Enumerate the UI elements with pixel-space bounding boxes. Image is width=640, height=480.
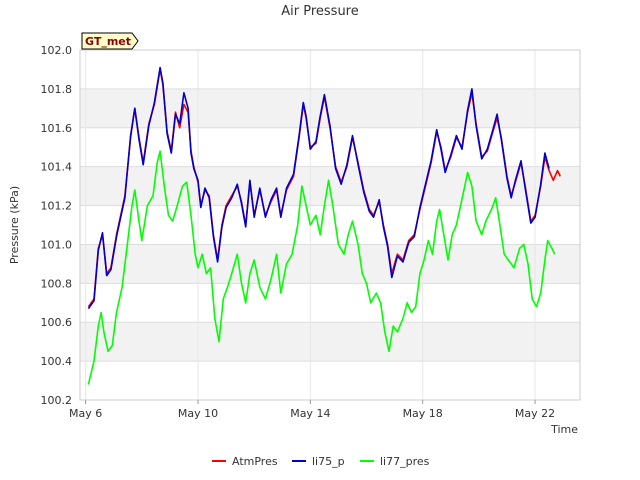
x-tick-label: May 18 xyxy=(403,407,443,420)
background-band xyxy=(80,361,580,400)
x-axis-ticks: May 6 May 10 May 14 May 18 May 22 xyxy=(69,400,555,420)
background-band xyxy=(80,244,580,284)
legend: AtmPres li75_p li77_pres xyxy=(212,455,430,468)
y-tick-label: 101.8 xyxy=(41,83,73,96)
y-tick-label: 102.0 xyxy=(41,44,73,57)
chart-title: Air Pressure xyxy=(281,4,359,19)
y-tick-label: 101.6 xyxy=(41,122,73,135)
x-tick-label: May 14 xyxy=(290,407,330,420)
badge-shape xyxy=(81,32,139,50)
series-line-li77-pres xyxy=(87,150,556,385)
x-axis-title: Time xyxy=(550,423,578,436)
x-tick-label: May 6 xyxy=(69,407,102,420)
background-band xyxy=(80,205,580,245)
series-layer xyxy=(87,66,562,385)
background-band xyxy=(80,50,580,89)
y-tick-label: 100.8 xyxy=(41,277,73,290)
series-line-li75-p xyxy=(87,66,550,310)
badge-label: GT_met xyxy=(85,35,131,48)
x-tick-label: May 10 xyxy=(178,407,218,420)
y-tick-label: 101.2 xyxy=(41,200,73,213)
plot-frame xyxy=(79,49,581,401)
legend-label: AtmPres xyxy=(232,455,278,468)
background-band xyxy=(80,127,580,167)
background-band xyxy=(80,322,580,362)
y-tick-label: 101.0 xyxy=(41,238,73,251)
y-tick-label: 100.4 xyxy=(41,355,73,368)
y-tick-label: 100.6 xyxy=(41,316,73,329)
y-axis-title: Pressure (kPa) xyxy=(8,186,21,264)
y-tick-label: 101.4 xyxy=(41,161,73,174)
y-tick-label: 100.2 xyxy=(41,394,73,407)
background-band xyxy=(80,283,580,323)
station-badge: GT_met xyxy=(81,32,139,50)
legend-label: li75_p xyxy=(312,455,345,468)
x-tick-label: May 22 xyxy=(515,407,555,420)
legend-label: li77_pres xyxy=(380,455,430,468)
y-axis-ticks: 100.2 100.4 100.6 100.8 101.0 101.2 101.4 101.6… xyxy=(41,44,73,407)
